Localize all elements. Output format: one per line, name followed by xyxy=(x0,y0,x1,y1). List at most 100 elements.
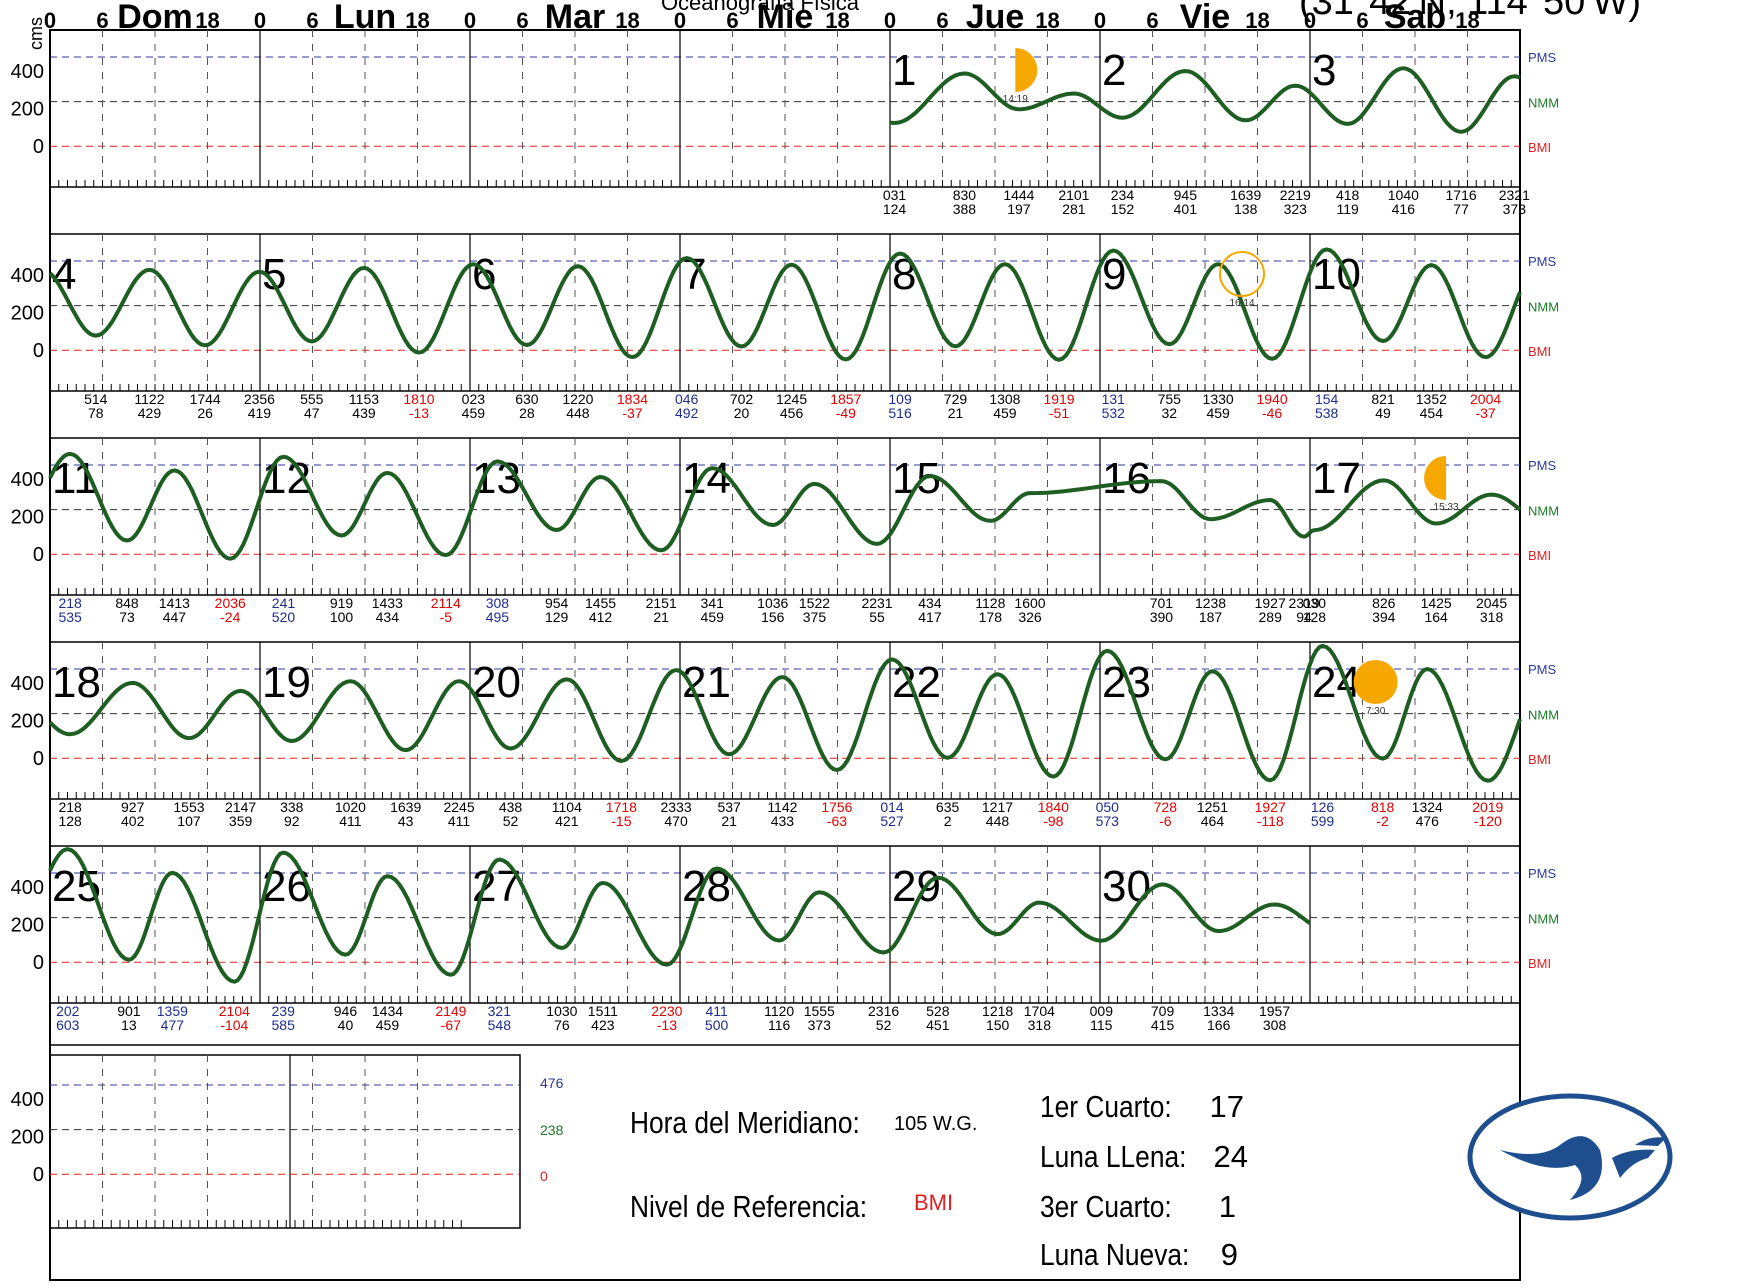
hour-tick-label: 0 xyxy=(1094,8,1106,33)
extremum-height: 138 xyxy=(1234,201,1258,217)
extremum-height: 390 xyxy=(1150,609,1174,625)
y-tick-label: 200 xyxy=(11,99,44,121)
extremum-height: 52 xyxy=(503,813,519,829)
extremum-time: 2151 xyxy=(646,595,677,611)
extremum-height: 411 xyxy=(448,813,471,829)
legend-y-tick-label: 200 xyxy=(11,1127,44,1149)
extremum-time: 2316 xyxy=(868,1003,899,1019)
extremum-height: 401 xyxy=(1174,201,1198,217)
y-tick-label: 200 xyxy=(11,711,44,733)
extremum-time: 1020 xyxy=(335,799,366,815)
extremum-height: 166 xyxy=(1207,1017,1231,1033)
extremum-time: 1704 xyxy=(1024,1003,1055,1019)
extremum-height: 76 xyxy=(554,1017,570,1033)
extremum-time: 1957 xyxy=(1259,1003,1290,1019)
extremum-time: 1919 xyxy=(1043,391,1074,407)
extremum-time: 1334 xyxy=(1203,1003,1234,1019)
extremum-time: 1927 xyxy=(1255,595,1286,611)
extremum-height: 32 xyxy=(1161,405,1177,421)
extremum-height: 116 xyxy=(768,1017,791,1033)
extremum-time: 009 xyxy=(1090,1003,1114,1019)
extremum-height: -67 xyxy=(441,1017,461,1033)
day-number-label: 8 xyxy=(892,250,916,299)
extremum-time: 1744 xyxy=(190,391,221,407)
tide-curve-week-3 xyxy=(48,451,1522,561)
extremum-time: 848 xyxy=(115,595,139,611)
y-tick-label: 400 xyxy=(11,469,44,491)
day-number-label: 30 xyxy=(1102,862,1151,911)
meridian-label: Hora del Meridiano: xyxy=(630,1106,860,1140)
moon-marker: 14:19 xyxy=(1003,48,1038,105)
extremum-height: 43 xyxy=(398,813,414,829)
extremum-time: 2147 xyxy=(225,799,256,815)
hour-tick-label: 6 xyxy=(1146,8,1158,33)
phase-day-full-moon: 24 xyxy=(1214,1139,1248,1174)
extremum-time: 031 xyxy=(883,187,907,203)
extremum-height: 459 xyxy=(462,405,486,421)
extremum-time: 1600 xyxy=(1014,595,1045,611)
extremum-height: 402 xyxy=(121,813,145,829)
extremum-height: -120 xyxy=(1474,813,1502,829)
extremum-time: 023 xyxy=(462,391,486,407)
extremum-time: 1352 xyxy=(1416,391,1447,407)
extremum-height: -49 xyxy=(836,405,856,421)
extremum-time: 131 xyxy=(1102,391,1126,407)
extremum-height: -37 xyxy=(1475,405,1495,421)
extremum-time: 1220 xyxy=(562,391,593,407)
reference-label: Nivel de Referencia: xyxy=(630,1190,867,1224)
extremum-height: -13 xyxy=(657,1017,677,1033)
extremum-height: -2 xyxy=(1376,813,1389,829)
y-tick-label: 0 xyxy=(33,340,44,362)
extremum-time: 1857 xyxy=(830,391,861,407)
extremum-time: 2245 xyxy=(443,799,474,815)
tide-curve-week-1 xyxy=(888,66,1522,134)
y-tick-label: 0 xyxy=(33,136,44,158)
hour-tick-label: 6 xyxy=(936,8,948,33)
extremum-time: 1245 xyxy=(776,391,807,407)
hour-tick-label: 0 xyxy=(1304,8,1316,33)
extremum-height: -6 xyxy=(1159,813,1172,829)
extremum-time: 1834 xyxy=(617,391,648,407)
extremum-time: 308 xyxy=(486,595,510,611)
extremum-height: 416 xyxy=(1392,201,1416,217)
extremum-time: 1511 xyxy=(588,1003,618,1019)
hour-tick-label: 0 xyxy=(464,8,476,33)
extremum-time: 537 xyxy=(717,799,741,815)
hour-tick-label: 18 xyxy=(1455,8,1479,33)
extremum-height: 411 xyxy=(339,813,362,829)
extremum-time: 528 xyxy=(926,1003,950,1019)
extremum-height: 326 xyxy=(1018,609,1042,625)
hour-tick-label: 0 xyxy=(254,8,266,33)
extremum-height: 119 xyxy=(1336,201,1359,217)
phase-day-new-moon: 9 xyxy=(1221,1237,1238,1272)
extremum-time: 126 xyxy=(1311,799,1335,815)
extremum-height: 49 xyxy=(1375,405,1391,421)
extremum-time: 728 xyxy=(1154,799,1178,815)
hour-tick-label: 18 xyxy=(195,8,219,33)
extremum-height: 439 xyxy=(352,405,376,421)
day-number-label: 18 xyxy=(52,658,101,707)
bmi-label: BMI xyxy=(1528,956,1551,971)
extremum-height: 417 xyxy=(918,609,942,625)
extremum-time: 1553 xyxy=(173,799,204,815)
extremum-time: 1455 xyxy=(585,595,616,611)
extremum-height: 434 xyxy=(376,609,400,625)
extremum-height: 433 xyxy=(771,813,795,829)
extremum-time: 2230 xyxy=(651,1003,682,1019)
extremum-height: 55 xyxy=(869,609,885,625)
extremum-time: 1330 xyxy=(1203,391,1234,407)
extremum-time: 1756 xyxy=(821,799,852,815)
bmi-label: BMI xyxy=(1528,140,1551,155)
extremum-time: 1940 xyxy=(1257,391,1288,407)
extremum-time: 1308 xyxy=(989,391,1020,407)
hour-tick-label: 6 xyxy=(306,8,318,33)
extremum-height: 21 xyxy=(653,609,669,625)
extremum-height: 412 xyxy=(589,609,613,625)
extremum-height: 492 xyxy=(675,405,699,421)
extremum-height: 603 xyxy=(56,1017,80,1033)
bmi-label: BMI xyxy=(1528,344,1551,359)
day-number-label: 16 xyxy=(1102,454,1151,503)
meridian-value: 105 W.G. xyxy=(894,1113,977,1135)
